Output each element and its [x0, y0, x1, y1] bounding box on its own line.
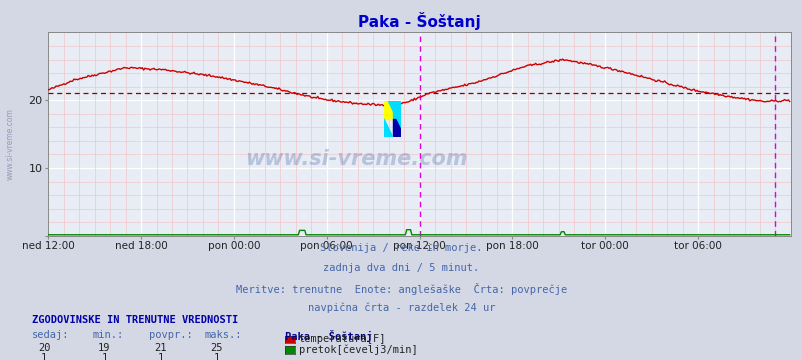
Text: ZGODOVINSKE IN TRENUTNE VREDNOSTI: ZGODOVINSKE IN TRENUTNE VREDNOSTI	[32, 315, 238, 325]
Text: povpr.:: povpr.:	[148, 330, 192, 341]
Text: maks.:: maks.:	[205, 330, 242, 341]
Text: 20: 20	[38, 343, 51, 353]
Text: 1: 1	[213, 353, 220, 360]
Text: sedaj:: sedaj:	[32, 330, 70, 341]
Polygon shape	[388, 101, 401, 128]
Text: temperatura[F]: temperatura[F]	[298, 334, 386, 345]
Bar	[383, 101, 392, 119]
Text: Meritve: trenutne  Enote: anglešaške  Črta: povprečje: Meritve: trenutne Enote: anglešaške Črta…	[236, 283, 566, 294]
Text: www.si-vreme.com: www.si-vreme.com	[245, 149, 467, 168]
Text: navpična črta - razdelek 24 ur: navpična črta - razdelek 24 ur	[307, 302, 495, 313]
Text: 21: 21	[154, 343, 167, 353]
Text: 1: 1	[101, 353, 107, 360]
Text: Slovenija / reke in morje.: Slovenija / reke in morje.	[320, 243, 482, 253]
Bar	[392, 119, 401, 137]
Title: Paka - Šoštanj: Paka - Šoštanj	[358, 12, 480, 30]
Text: 25: 25	[210, 343, 223, 353]
Polygon shape	[383, 119, 392, 137]
Text: min.:: min.:	[92, 330, 124, 341]
Text: 19: 19	[98, 343, 111, 353]
Text: www.si-vreme.com: www.si-vreme.com	[6, 108, 15, 180]
Text: 1: 1	[157, 353, 164, 360]
Bar	[392, 101, 401, 119]
Text: 1: 1	[41, 353, 47, 360]
Text: pretok[čevelj3/min]: pretok[čevelj3/min]	[298, 344, 417, 355]
Text: Paka - Šoštanj: Paka - Šoštanj	[285, 330, 372, 342]
Text: zadnja dva dni / 5 minut.: zadnja dva dni / 5 minut.	[323, 263, 479, 273]
